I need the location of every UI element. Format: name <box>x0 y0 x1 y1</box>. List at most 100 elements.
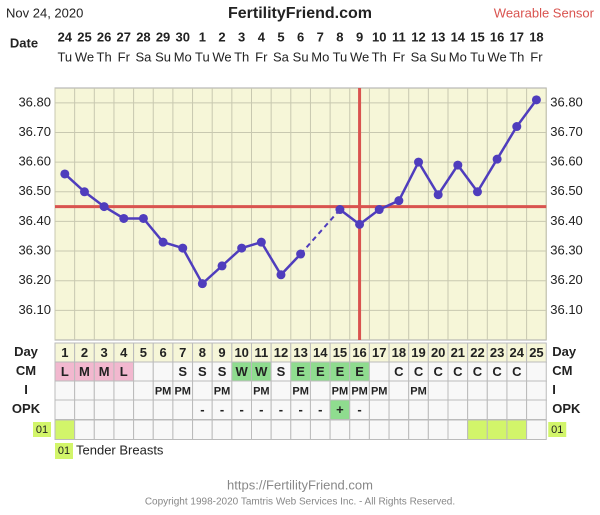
day-cell: 3 <box>101 345 108 360</box>
symptom-cell <box>467 419 488 440</box>
y-tick-label: 36.30 <box>18 242 51 257</box>
table-cell <box>172 399 194 420</box>
symptom-cell <box>192 419 213 440</box>
temperature-point <box>394 196 404 206</box>
temperature-point <box>492 154 502 164</box>
temperature-point <box>296 249 306 259</box>
cm-cell: E <box>316 364 325 379</box>
weekday-label: Fr <box>530 49 543 64</box>
day-cell: 12 <box>274 345 288 360</box>
day-cell: 19 <box>411 345 425 360</box>
temperature-point <box>335 205 345 215</box>
table-cell <box>368 399 390 420</box>
opk-cell: - <box>220 402 224 417</box>
date-label: 2 <box>218 29 225 44</box>
table-cell <box>467 399 488 420</box>
legend-text: Tender Breasts <box>76 442 164 457</box>
weekday-label: Th <box>97 49 112 64</box>
cm-cell: L <box>120 364 128 379</box>
table-cell <box>526 380 547 401</box>
table-cell <box>133 380 154 401</box>
date-label: 16 <box>490 29 504 44</box>
weekday-label: Tu <box>57 49 72 64</box>
date-label: 14 <box>451 29 466 44</box>
y-tick-label: 36.10 <box>18 302 51 317</box>
symptom-code-right: 01 <box>551 424 563 436</box>
y-tick-label-right: 36.80 <box>550 94 583 109</box>
table-cell <box>486 399 508 420</box>
cm-cell: E <box>355 364 364 379</box>
cm-cell: S <box>277 364 286 379</box>
table-cell <box>113 399 135 420</box>
y-tick-label-right: 36.20 <box>550 272 583 287</box>
day-cell: 7 <box>179 345 186 360</box>
legend-code-bg <box>55 443 73 459</box>
weekday-label: Su <box>293 49 309 64</box>
opk-cell: - <box>318 402 322 417</box>
weekday-label: We <box>350 49 369 64</box>
table-cell <box>74 380 95 401</box>
table-cell <box>113 380 135 401</box>
intercourse-cell: PM <box>351 386 368 398</box>
symptom-cell <box>172 419 194 440</box>
intercourse-cell: PM <box>253 386 270 398</box>
table-cell <box>192 380 213 401</box>
temperature-point <box>119 213 129 223</box>
day-cell: 17 <box>372 345 386 360</box>
weekday-label: We <box>75 49 94 64</box>
table-cell <box>427 399 449 420</box>
date-label: 9 <box>356 29 363 44</box>
sensor-label: Wearable Sensor <box>494 5 595 20</box>
symptom-cell <box>74 419 95 440</box>
symptom-cell <box>270 419 292 440</box>
temperature-point <box>414 157 424 167</box>
temperature-point <box>472 187 482 197</box>
footer-copyright: Copyright 1998-2020 Tamtris Web Services… <box>145 497 455 508</box>
table-cell <box>133 399 154 420</box>
row-label: I <box>24 382 28 397</box>
date-label: 25 <box>77 29 91 44</box>
cm-cell: S <box>218 364 227 379</box>
site-title: FertilityFriend.com <box>228 5 372 22</box>
legend-code: 01 <box>58 445 70 457</box>
cm-cell: E <box>336 364 345 379</box>
row-label-right: OPK <box>552 401 581 416</box>
symptom-cell <box>388 419 410 440</box>
opk-cell: - <box>298 402 302 417</box>
opk-cell: - <box>200 402 204 417</box>
table-cell <box>467 380 488 401</box>
weekday-label: Fr <box>118 49 131 64</box>
temperature-point <box>237 243 247 253</box>
weekday-label: Su <box>155 49 171 64</box>
symptom-cell <box>231 419 253 440</box>
date-label: 8 <box>336 29 343 44</box>
date-label: 10 <box>372 29 386 44</box>
day-cell: 18 <box>392 345 406 360</box>
table-cell <box>526 399 547 420</box>
day-cell: 13 <box>293 345 307 360</box>
date-label: 12 <box>411 29 425 44</box>
date-label: 26 <box>97 29 111 44</box>
y-tick-label: 36.40 <box>18 213 51 228</box>
symptom-cell <box>349 419 370 440</box>
y-tick-label: 36.70 <box>18 124 51 139</box>
row-label: Day <box>14 344 39 359</box>
symptom-cell <box>211 419 233 440</box>
table-cell <box>427 380 449 401</box>
date-label: 24 <box>58 29 73 44</box>
table-cell <box>54 380 76 401</box>
table-cell <box>133 361 154 382</box>
day-cell: 5 <box>140 345 147 360</box>
weekday-label: Tu <box>470 49 485 64</box>
weekday-label: Tu <box>195 49 210 64</box>
day-cell: 11 <box>254 345 268 360</box>
weekday-label: Tu <box>333 49 348 64</box>
day-cell: 6 <box>159 345 166 360</box>
intercourse-cell: PM <box>155 386 172 398</box>
y-tick-label-right: 36.40 <box>550 213 583 228</box>
day-cell: 8 <box>199 345 206 360</box>
symptom-cell <box>133 419 154 440</box>
row-label-right: Day <box>552 344 577 359</box>
weekday-label: Mo <box>174 49 192 64</box>
